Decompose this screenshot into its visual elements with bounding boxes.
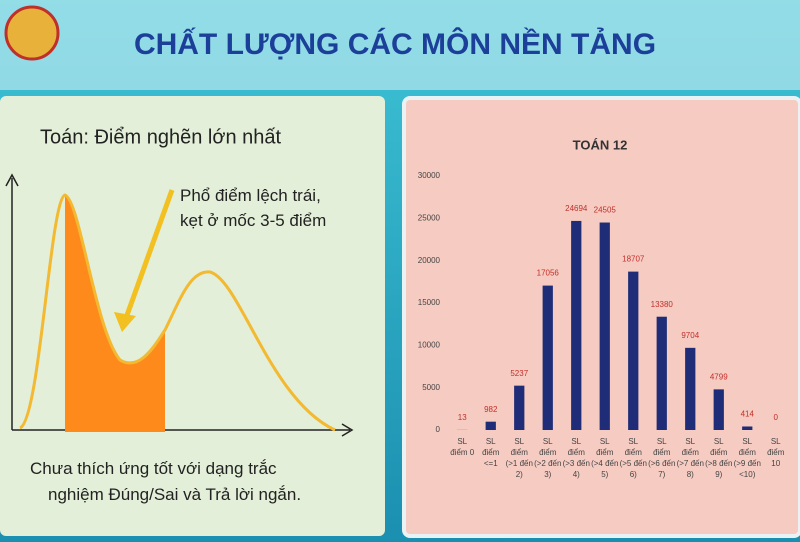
y-tick-label: 30000	[418, 171, 441, 180]
x-tick-line: 2)	[516, 470, 523, 479]
x-tick-line: 6)	[630, 470, 637, 479]
x-tick-line: (>5 đến	[620, 459, 647, 468]
bar	[742, 426, 753, 430]
x-tick-label: SL điểm (>3 đến 4)	[563, 437, 590, 479]
x-tick-line: SL	[457, 437, 467, 446]
x-tick-line: 7)	[658, 470, 665, 479]
value-label: 9704	[681, 331, 699, 340]
bar	[599, 222, 610, 430]
x-tick-label: SL điểm <=1	[482, 437, 500, 468]
x-tick-line: SL	[771, 437, 781, 446]
x-tick-line: điểm	[568, 448, 586, 457]
arrow	[123, 189, 175, 319]
left-heading: Toán: Điểm nghẽn lớn nhất	[40, 126, 281, 148]
x-tick-line: SL	[742, 437, 752, 446]
value-label: 5237	[510, 369, 528, 378]
x-tick-line: điểm	[511, 448, 529, 457]
x-tick-line: điểm	[596, 448, 614, 457]
x-tick-line: (>3 đến	[563, 459, 590, 468]
bar	[542, 285, 553, 430]
distribution-curve	[18, 193, 336, 432]
bar	[485, 421, 496, 430]
x-tick-label: SL điểm (>6 đến 7)	[648, 437, 675, 479]
x-tick-label: SL điểm (>7 đến 8)	[677, 437, 704, 479]
x-tick-label: SL điểm (>1 đến 2)	[506, 437, 533, 479]
x-tick-line: điểm	[682, 448, 700, 457]
y-tick-label: 5000	[422, 383, 440, 392]
x-tick-line: 5)	[601, 470, 608, 479]
value-label: 17056	[537, 269, 560, 278]
annotation: Phổ điểm lệch trái, kẹt ở mốc 3-5 điểm	[180, 186, 326, 230]
x-tick-line: SL	[543, 437, 553, 446]
x-tick-line: điểm	[653, 448, 671, 457]
x-tick-line: (>4 đến	[591, 459, 618, 468]
x-tick-line: 4)	[573, 470, 580, 479]
header-band	[0, 0, 800, 90]
value-label: 414	[741, 410, 755, 419]
x-tick-line: điểm	[539, 448, 557, 457]
x-tick-line: (>6 đến	[648, 459, 675, 468]
x-tick-line: 10	[771, 459, 780, 468]
x-tick-line: (>1 đến	[506, 459, 533, 468]
x-tick-label: SL điểm (>2 đến 3)	[534, 437, 561, 479]
x-tick-line: (>9 đến	[734, 459, 761, 468]
x-tick-label: SL điểm 0	[450, 437, 475, 457]
x-tick-line: (>7 đến	[677, 459, 704, 468]
x-tick-line: <=1	[484, 459, 498, 468]
x-tick-label: SL điểm 10	[767, 437, 785, 468]
x-tick-line: SL	[486, 437, 496, 446]
y-tick-label: 0	[436, 425, 441, 434]
x-tick-line: SL	[514, 437, 524, 446]
x-tick-line: SL	[571, 437, 581, 446]
x-tick-label: SL điểm (>5 đến 6)	[620, 437, 647, 479]
x-tick-label: SL điểm (>4 đến 5)	[591, 437, 618, 479]
x-tick-line: điểm	[739, 448, 757, 457]
y-tick-label: 20000	[418, 256, 441, 265]
value-label: 13380	[651, 300, 674, 309]
value-label: 24694	[565, 204, 588, 213]
x-tick-line: SL	[657, 437, 667, 446]
highlight-area	[65, 195, 165, 432]
x-tick-line: điểm	[482, 448, 500, 457]
x-tick-line: SL	[600, 437, 610, 446]
x-tick-line: <10)	[739, 470, 756, 479]
chart-title: TOÁN 12	[573, 137, 628, 152]
x-tick-line: SL	[685, 437, 695, 446]
bar	[514, 385, 525, 430]
x-tick-label: SL điểm (>8 đến 9)	[705, 437, 732, 479]
arrow-head	[114, 312, 136, 332]
x-tick-line: 3)	[544, 470, 551, 479]
x-tick-line: 8)	[687, 470, 694, 479]
x-tick-line: SL	[714, 437, 724, 446]
bar	[628, 271, 639, 430]
value-label: 4799	[710, 372, 728, 381]
slide-title: CHẤT LƯỢNG CÁC MÔN NỀN TẢNG	[134, 27, 656, 61]
bar	[685, 347, 696, 430]
bar	[656, 316, 667, 430]
x-tick-line: SL	[628, 437, 638, 446]
y-tick-label: 15000	[418, 298, 441, 307]
axes	[5, 173, 354, 437]
x-tick-line: điểm	[767, 448, 785, 457]
x-tick-line: (>8 đến	[705, 459, 732, 468]
value-label: 982	[484, 405, 498, 414]
value-label: 0	[774, 413, 779, 422]
x-tick-line: điểm 0	[450, 448, 475, 457]
y-tick-label: 25000	[418, 213, 441, 222]
bar	[571, 220, 582, 430]
logo	[4, 5, 60, 61]
value-label: 13	[458, 413, 467, 422]
value-label: 24505	[594, 206, 617, 215]
caption: Chưa thích ứng tốt với dạng trắc nghiệm Đ…	[30, 459, 301, 504]
y-tick-label: 10000	[418, 340, 441, 349]
x-tick-line: điểm	[710, 448, 728, 457]
x-tick-label: SL điểm (>9 đến <10)	[734, 437, 761, 479]
value-label: 18707	[622, 255, 645, 264]
x-tick-line: (>2 đến	[534, 459, 561, 468]
x-tick-line: điểm	[625, 448, 643, 457]
bar	[713, 389, 724, 430]
x-tick-line: 9)	[715, 470, 722, 479]
